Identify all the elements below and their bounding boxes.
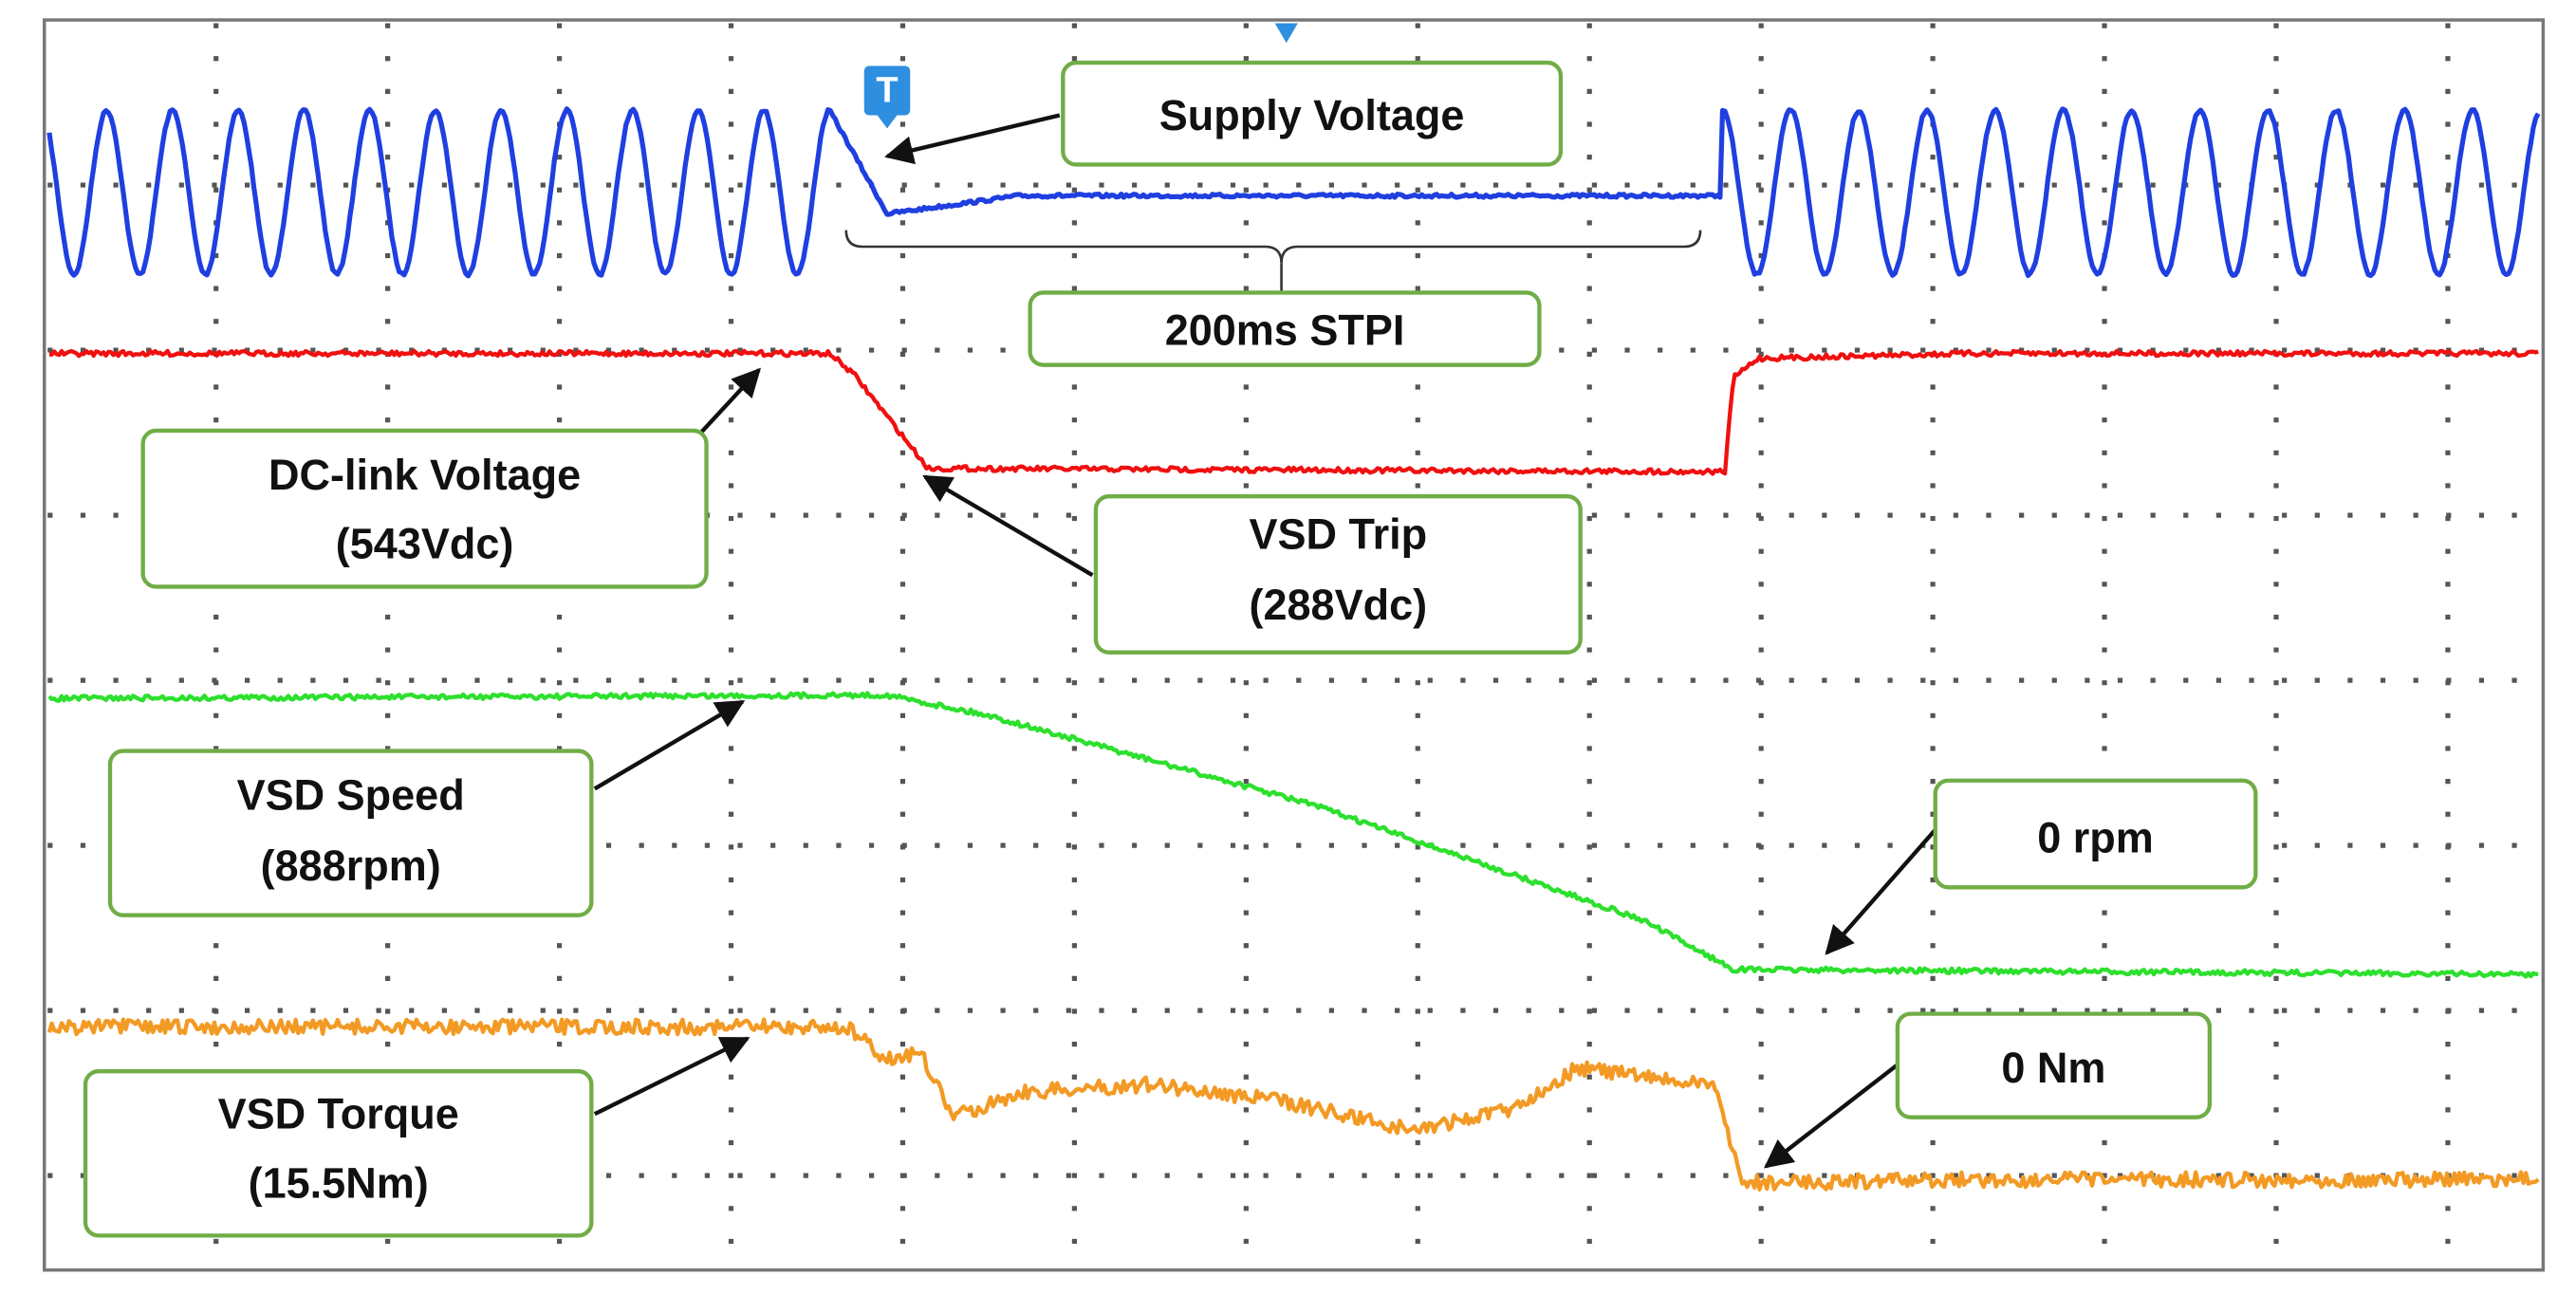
frame bbox=[43, 18, 2546, 1272]
annotation-text: 0 rpm bbox=[2037, 814, 2154, 862]
annotation-arrow bbox=[593, 699, 746, 791]
traces bbox=[46, 106, 2541, 1193]
annotation-box bbox=[1028, 290, 1542, 367]
annotation-text: DC-link Voltage bbox=[269, 451, 581, 499]
annotation-arrow bbox=[593, 1036, 751, 1117]
annotation-text: (288Vdc) bbox=[1250, 581, 1428, 629]
supply-voltage-trace bbox=[46, 106, 2541, 279]
speed-trace bbox=[47, 691, 2539, 979]
annotation-box bbox=[1895, 1011, 2213, 1119]
annotation-text: 200ms STPI bbox=[1165, 306, 1405, 355]
trigger-box bbox=[863, 65, 911, 116]
annotation-text: Supply Voltage bbox=[1159, 91, 1465, 139]
annotation-arrow bbox=[1825, 828, 1937, 955]
annotation-box bbox=[1061, 60, 1564, 167]
torque-trace bbox=[46, 1017, 2540, 1193]
annotation-box bbox=[1933, 778, 2258, 890]
annotation-text: VSD Torque bbox=[218, 1090, 459, 1138]
time-marker bbox=[1274, 23, 1298, 44]
annotation-text: (15.5Nm) bbox=[249, 1158, 429, 1207]
annotations: Supply Voltage 200ms STPI DC-link Voltage (… bbox=[83, 60, 2258, 1238]
annotation-box bbox=[1093, 494, 1583, 655]
annotation-text: (888rpm) bbox=[261, 841, 441, 890]
annotation-arrow bbox=[922, 474, 1094, 578]
annotation-box bbox=[107, 749, 594, 917]
annotation-text: (543Vdc) bbox=[336, 520, 514, 568]
annotation-arrow bbox=[884, 113, 1061, 165]
dc-link-trace bbox=[48, 348, 2539, 476]
trigger-label: T bbox=[876, 70, 898, 110]
trigger-pointer bbox=[877, 115, 898, 129]
annotation-arrow bbox=[696, 367, 762, 437]
annotation-text: VSD Speed bbox=[237, 771, 465, 820]
annotation-box bbox=[83, 1069, 594, 1238]
annotation-text: 0 Nm bbox=[2001, 1044, 2105, 1092]
annotation-text: VSD Trip bbox=[1250, 509, 1428, 558]
annotation-box bbox=[140, 428, 709, 589]
annotation-arrow bbox=[1763, 1063, 1900, 1169]
